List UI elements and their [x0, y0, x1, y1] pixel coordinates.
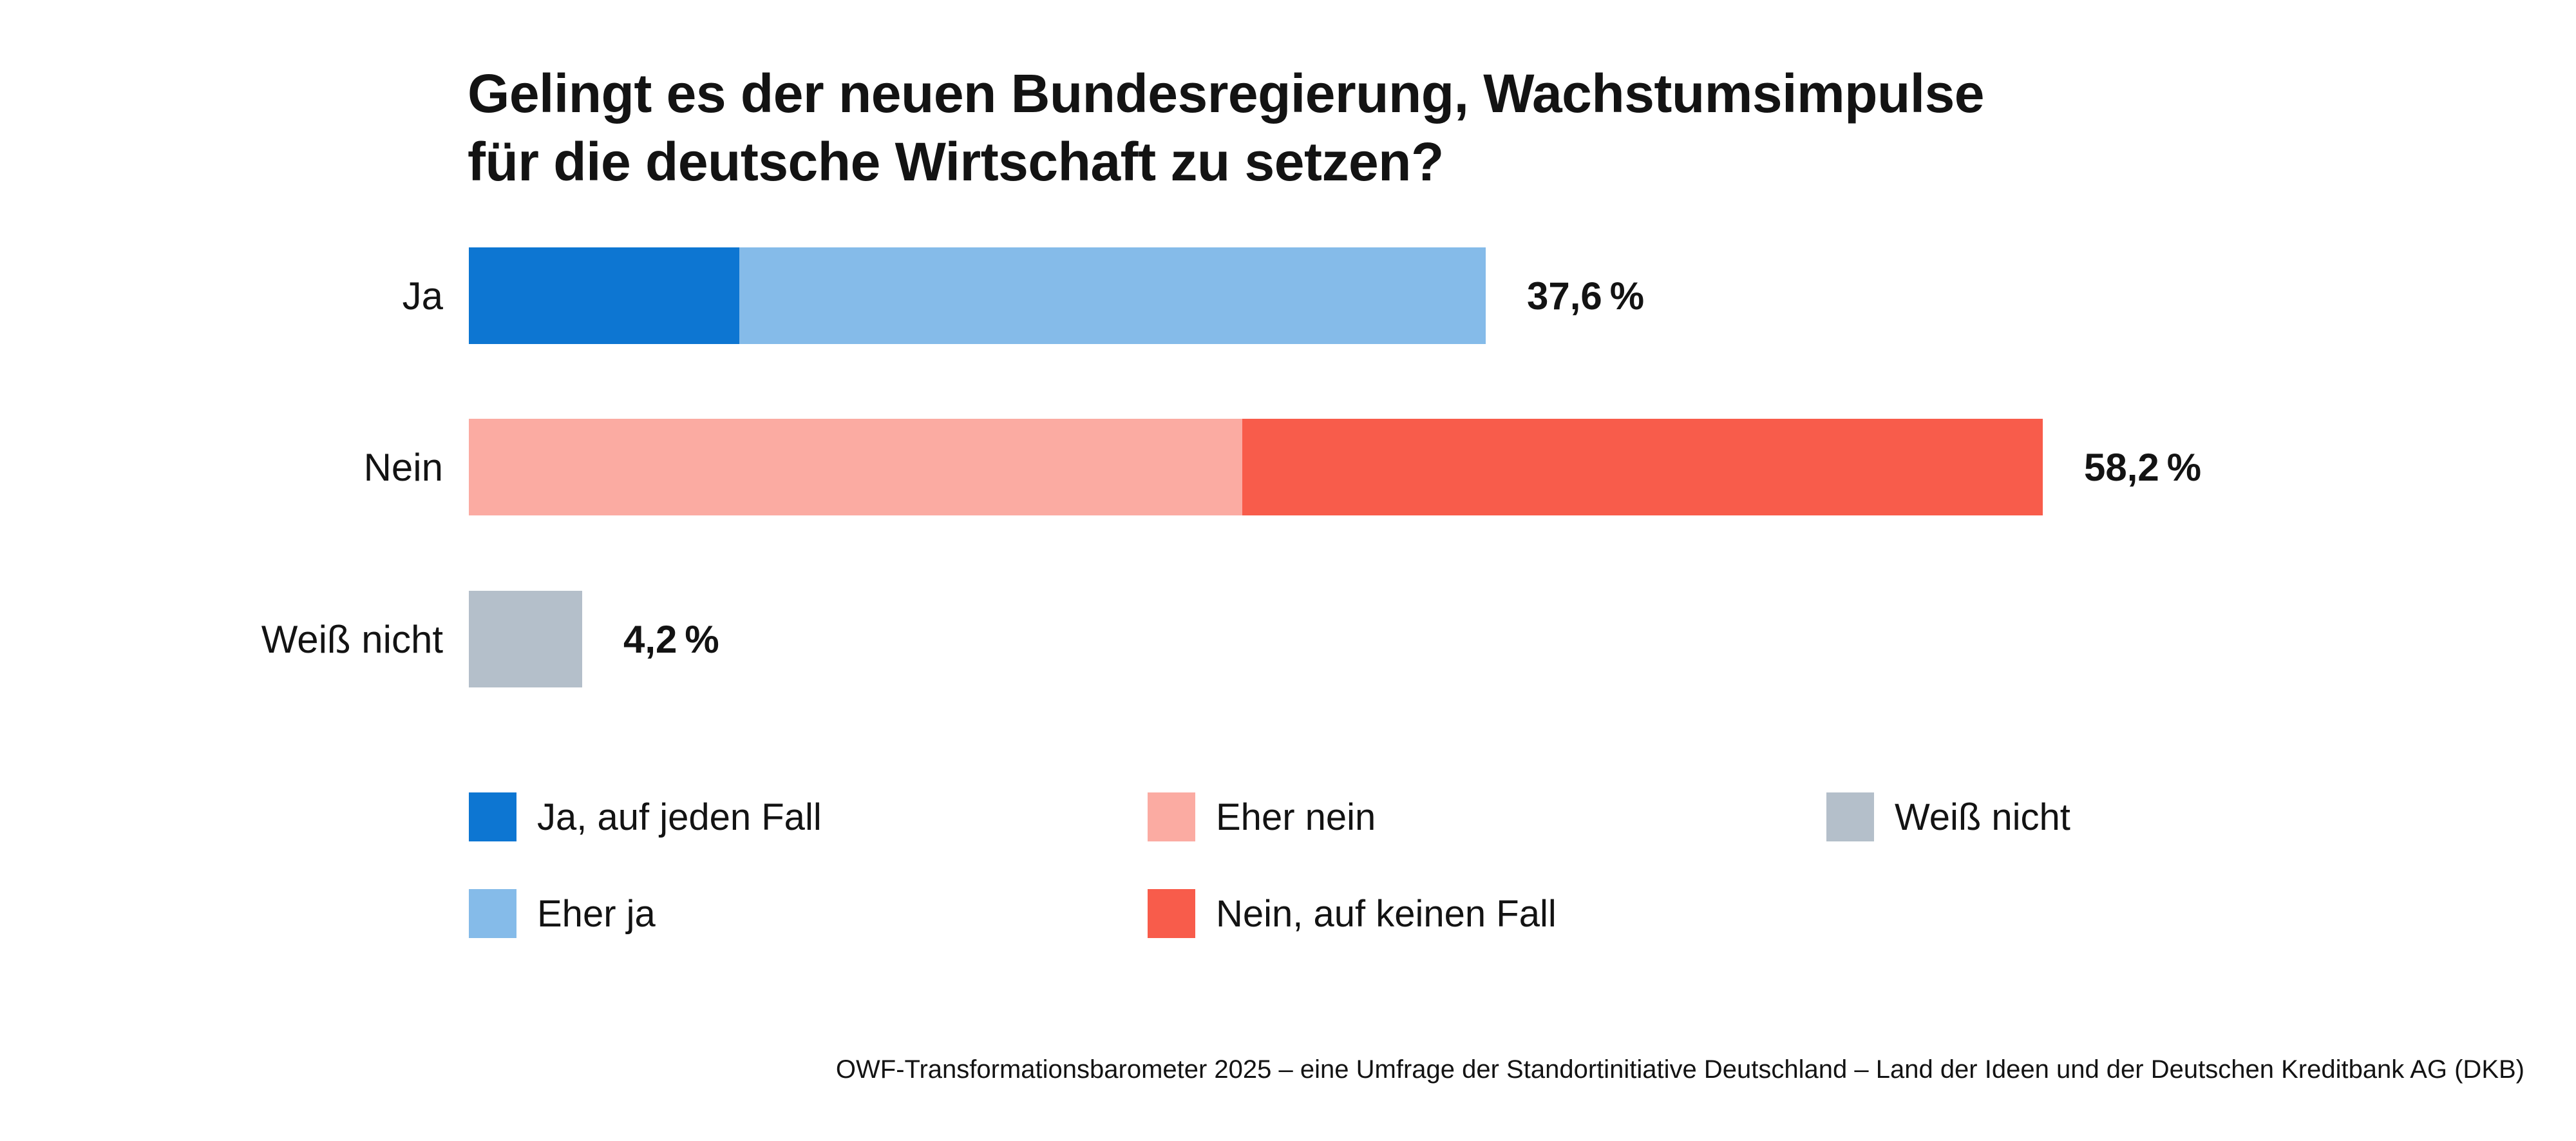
bar-segment-weiss-nicht — [469, 591, 582, 687]
chart-title-line1: Gelingt es der neuen Bundesregierung, Wa… — [468, 63, 1985, 124]
legend-swatch-eher-nein — [1148, 792, 1195, 841]
bar-segment-eher-ja — [739, 247, 1486, 344]
legend-item-eher-ja: Eher ja — [469, 889, 656, 938]
source-note: OWF-Transformationsbarometer 2025 – eine… — [835, 1055, 2524, 1084]
legend-swatch-weiss-nicht — [1826, 792, 1874, 841]
bar-ja — [469, 247, 1486, 344]
value-label-weiss-nicht: 4,2 % — [623, 617, 719, 661]
bar-nein — [469, 419, 2043, 515]
legend-label-eher-nein: Eher nein — [1216, 796, 1376, 838]
legend-item-nein-auf-keinen-fall: Nein, auf keinen Fall — [1148, 889, 1557, 938]
bar-weiss-nicht — [469, 591, 582, 687]
legend-item-eher-nein: Eher nein — [1148, 792, 1376, 841]
category-label-weiss-nicht: Weiß nicht — [261, 617, 443, 661]
chart-title: Gelingt es der neuen Bundesregierung, Wa… — [468, 59, 1985, 196]
legend-swatch-ja-auf-jeden-fall — [469, 792, 516, 841]
legend-item-ja-auf-jeden-fall: Ja, auf jeden Fall — [469, 792, 822, 841]
legend-label-nein-auf-keinen-fall: Nein, auf keinen Fall — [1216, 892, 1557, 935]
value-label-ja: 37,6 % — [1527, 274, 1645, 318]
legend-label-eher-ja: Eher ja — [537, 892, 656, 935]
legend-swatch-nein-auf-keinen-fall — [1148, 889, 1195, 938]
bar-segment-nein-auf-keinen-fall — [1242, 419, 2043, 515]
bar-segment-eher-nein — [469, 419, 1242, 515]
value-label-nein: 58,2 % — [2084, 445, 2202, 489]
chart-title-line2: für die deutsche Wirtschaft zu setzen? — [468, 131, 1444, 192]
legend-swatch-eher-ja — [469, 889, 516, 938]
category-label-nein: Nein — [363, 445, 443, 489]
legend-item-weiss-nicht: Weiß nicht — [1826, 792, 2070, 841]
category-label-ja: Ja — [402, 274, 443, 318]
bar-segment-ja-auf-jeden-fall — [469, 247, 739, 344]
legend-label-ja-auf-jeden-fall: Ja, auf jeden Fall — [537, 796, 822, 838]
legend-label-weiss-nicht: Weiß nicht — [1895, 796, 2070, 838]
